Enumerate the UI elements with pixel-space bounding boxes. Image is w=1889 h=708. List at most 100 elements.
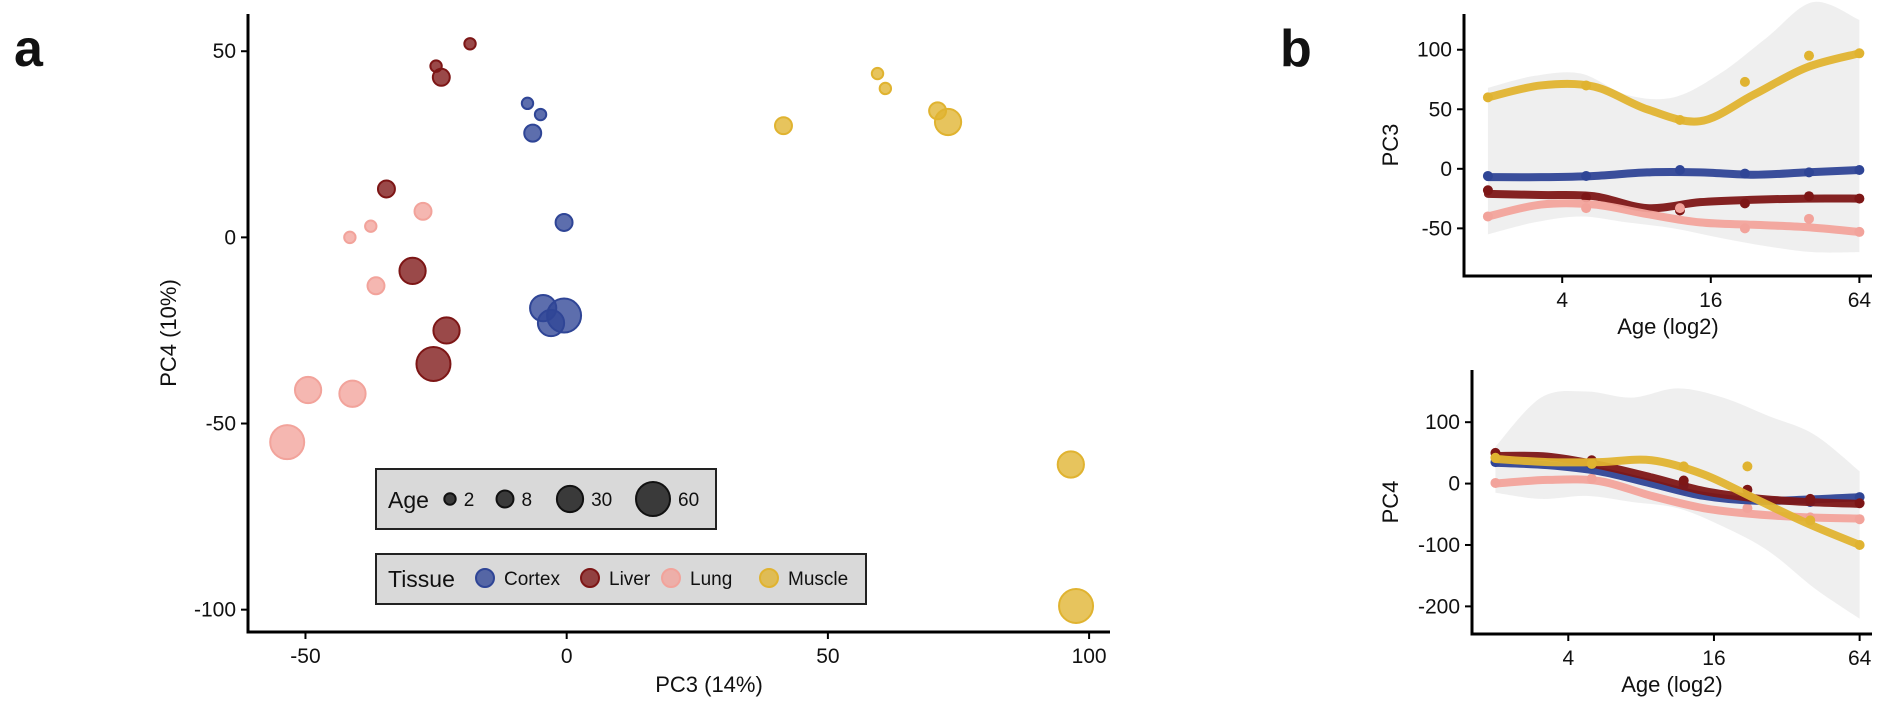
series-cortex xyxy=(1482,165,1865,182)
legend-age-marker xyxy=(555,484,585,514)
data-point xyxy=(338,379,367,408)
legend-age-marker xyxy=(635,481,671,517)
data-point xyxy=(1854,165,1865,176)
data-point xyxy=(1581,170,1592,181)
legend-tissue-marker-liver xyxy=(580,568,600,588)
data-point xyxy=(1742,461,1753,472)
x-axis-title: PC3 (14%) xyxy=(655,672,763,697)
data-point xyxy=(1674,203,1685,214)
data-point xyxy=(1739,168,1750,179)
series-muscle xyxy=(1482,48,1865,126)
trend-line-cortex xyxy=(1483,166,1864,182)
data-point xyxy=(1805,493,1816,504)
data-point xyxy=(398,256,427,285)
y-axis-title: PC3 xyxy=(1378,124,1403,167)
y-tick-label: 50 xyxy=(213,40,236,63)
legend-age-label: 2 xyxy=(464,490,475,511)
data-point xyxy=(1482,211,1493,222)
data-point xyxy=(366,276,386,296)
x-tick-label: -50 xyxy=(290,645,320,668)
line-chart-pc4: 4 16 64 100 0 -100 -200 Age (log2) PC4 xyxy=(1378,370,1872,697)
x-axis-title: Age (log2) xyxy=(1621,672,1723,697)
data-point xyxy=(546,297,583,334)
x-tick-label: 50 xyxy=(816,645,839,668)
data-point xyxy=(520,96,535,111)
data-point xyxy=(523,123,543,143)
trend-line-liver xyxy=(1491,451,1864,508)
data-point xyxy=(1482,170,1493,181)
data-point xyxy=(1581,203,1592,214)
series-cortex xyxy=(520,96,583,338)
legend-tissue-label-liver: Liver xyxy=(609,569,651,590)
legend-age: Age 2 8 30 60 xyxy=(375,468,717,530)
series-liver xyxy=(376,37,477,382)
legend-age-label: 60 xyxy=(678,490,699,511)
y-axis-title: PC4 (10%) xyxy=(156,279,181,387)
series-lung xyxy=(269,201,433,461)
data-point xyxy=(1490,452,1501,463)
x-tick-label: 100 xyxy=(1072,645,1107,668)
y-tick-label: 100 xyxy=(1417,39,1452,62)
x-axis-title: Age (log2) xyxy=(1617,314,1719,339)
data-point xyxy=(1482,185,1493,196)
x-tick-label: 0 xyxy=(561,645,573,668)
x-tick-label: 4 xyxy=(1556,289,1568,312)
data-point xyxy=(1058,587,1095,624)
series-muscle xyxy=(1490,452,1865,550)
panel-label-a: a xyxy=(14,20,44,78)
legend-tissue-title: Tissue xyxy=(388,566,455,592)
trend-line-lung xyxy=(1483,199,1864,236)
data-point xyxy=(1581,80,1592,91)
data-point xyxy=(1804,167,1815,178)
data-point xyxy=(1490,477,1501,488)
y-tick-label: -50 xyxy=(206,413,236,436)
trend-line-muscle xyxy=(1483,49,1864,126)
data-point xyxy=(1854,539,1865,550)
trend-line-muscle xyxy=(1491,455,1864,549)
legend-age-label: 8 xyxy=(521,490,532,511)
data-point xyxy=(269,424,306,461)
legend-age-marker xyxy=(495,489,515,509)
legend-tissue-box xyxy=(375,553,867,605)
legend-tissue: Tissue Cortex Liver Lung Muscle xyxy=(375,553,867,605)
data-point xyxy=(1739,76,1750,87)
data-point xyxy=(1586,458,1597,469)
legend-tissue-marker-muscle xyxy=(759,568,779,588)
legend-tissue-label-lung: Lung xyxy=(690,569,732,590)
data-point xyxy=(1482,92,1493,103)
data-point xyxy=(413,201,433,221)
data-point xyxy=(415,345,452,382)
data-point xyxy=(376,179,396,199)
data-point xyxy=(463,37,477,51)
data-point xyxy=(870,66,885,81)
data-point xyxy=(1805,515,1816,526)
data-point xyxy=(1854,514,1865,525)
y-tick-label: -100 xyxy=(194,599,236,622)
y-tick-label: 0 xyxy=(1448,473,1460,496)
data-point xyxy=(1678,461,1689,472)
data-point xyxy=(1739,223,1750,234)
series-liver xyxy=(1490,447,1865,509)
data-point xyxy=(1854,498,1865,509)
data-point xyxy=(533,107,548,122)
line-chart-pc3: 4 16 64 100 50 0 -50 Age (log2) PC3 xyxy=(1378,1,1872,339)
confidence-band xyxy=(1487,1,1860,253)
trend-line-liver xyxy=(1483,189,1864,213)
y-tick-label: -200 xyxy=(1418,595,1460,618)
legend-tissue-marker-cortex xyxy=(475,568,495,588)
data-point xyxy=(1056,450,1085,479)
data-point xyxy=(774,116,793,136)
data-point xyxy=(1586,473,1597,484)
data-point xyxy=(1854,226,1865,237)
data-point xyxy=(364,219,378,233)
x-tick-label: 64 xyxy=(1848,647,1872,670)
data-point xyxy=(933,107,963,137)
data-point xyxy=(1674,114,1685,125)
data-point xyxy=(293,375,323,405)
y-tick-label: -50 xyxy=(1422,217,1452,240)
data-point xyxy=(1804,213,1815,224)
data-point xyxy=(432,316,461,345)
scatter-chart-pc3-pc4: -50 0 50 100 50 0 -50 -100 PC3 (14%) PC4 (10%) Age… xyxy=(156,14,1110,697)
x-tick-label: 16 xyxy=(1702,647,1725,670)
